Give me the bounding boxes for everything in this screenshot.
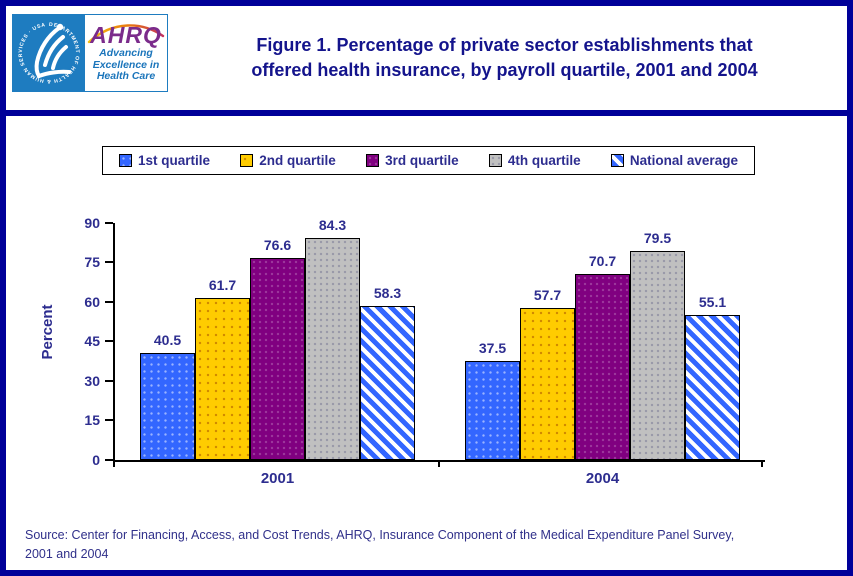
y-tick-60 — [105, 301, 113, 303]
legend-label: 2nd quartile — [259, 153, 336, 168]
y-tick-90 — [105, 222, 113, 224]
legend-swatch-4th-quartile — [488, 154, 502, 167]
legend-label: National average — [629, 153, 738, 168]
y-tick-label-15: 15 — [84, 412, 100, 428]
y-tick-45 — [105, 340, 113, 342]
category-label-2004: 2004 — [585, 470, 620, 487]
figure-title-line2: offered health insurance, by payroll qua… — [251, 60, 758, 80]
value-label-2nd-quartile-2004: 57.7 — [533, 287, 562, 303]
x-tick-0 — [113, 460, 115, 467]
legend-swatch-3rd-quartile — [366, 154, 380, 167]
value-label-1st-quartile-2001: 40.5 — [153, 332, 182, 348]
y-tick-0 — [105, 459, 113, 461]
value-label-3rd-quartile-2001: 76.6 — [263, 237, 292, 253]
bar-4th-quartile-2001 — [305, 238, 360, 460]
y-tick-label-75: 75 — [84, 254, 100, 270]
legend-item-4th-quartile: 4th quartile — [488, 153, 581, 168]
value-label-national-average-2001: 58.3 — [373, 285, 402, 301]
header-divider — [6, 110, 847, 116]
ahrq-swoosh-icon — [87, 24, 165, 44]
value-label-4th-quartile-2001: 84.3 — [318, 217, 347, 233]
value-label-2nd-quartile-2001: 61.7 — [208, 277, 237, 293]
ahrq-tagline: Advancing Excellence in Health Care — [92, 47, 160, 82]
legend-swatch-1st-quartile — [119, 154, 132, 167]
bar-national-average-2004 — [685, 315, 740, 460]
bar-4th-quartile-2004 — [630, 251, 685, 460]
bar-3rd-quartile-2001 — [250, 258, 305, 460]
bar-1st-quartile-2001 — [140, 353, 195, 460]
bar-2nd-quartile-2001 — [195, 298, 250, 460]
source-note: Source: Center for Financing, Access, an… — [25, 528, 735, 561]
legend-swatch-2nd-quartile — [240, 154, 254, 167]
y-tick-label-30: 30 — [84, 373, 100, 389]
figure-title-line1: Figure 1. Percentage of private sector e… — [256, 35, 753, 55]
bar-2nd-quartile-2004 — [520, 308, 575, 460]
y-tick-label-0: 0 — [92, 452, 100, 468]
category-label-2001: 2001 — [260, 470, 295, 487]
legend-label: 4th quartile — [507, 153, 581, 168]
legend-swatch-national-average — [610, 154, 624, 167]
x-tick-1 — [438, 460, 440, 467]
x-tick-2 — [761, 460, 763, 467]
y-tick-30 — [105, 380, 113, 382]
bar-1st-quartile-2004 — [465, 361, 520, 460]
ahrq-acronym: AHRQ — [90, 22, 162, 48]
legend-item-2nd-quartile: 2nd quartile — [240, 153, 336, 168]
y-tick-label-90: 90 — [84, 215, 100, 231]
value-label-3rd-quartile-2004: 70.7 — [588, 253, 617, 269]
y-tick-label-45: 45 — [84, 333, 100, 349]
eagle-icon — [34, 26, 71, 78]
legend-item-3rd-quartile: 3rd quartile — [366, 153, 459, 168]
bar-3rd-quartile-2004 — [575, 274, 630, 460]
value-label-4th-quartile-2004: 79.5 — [643, 230, 672, 246]
y-tick-label-60: 60 — [84, 294, 100, 310]
y-axis-label: Percent — [39, 304, 56, 360]
legend-item-national-average: National average — [610, 153, 738, 168]
agency-logo: DEPARTMENT OF HEALTH & HUMAN SERVICES · … — [12, 14, 168, 92]
y-tick-75 — [105, 261, 113, 263]
plot-area: 40.5 37.5 61.7 57.7 76.6 70.7 84.3 79.5 58.3 55.1 — [113, 217, 765, 467]
legend-label: 3rd quartile — [385, 153, 459, 168]
value-label-national-average-2004: 55.1 — [698, 294, 727, 310]
hhs-seal-icon: DEPARTMENT OF HEALTH & HUMAN SERVICES · … — [13, 15, 85, 91]
y-tick-15 — [105, 419, 113, 421]
ahrq-logo: AHRQ Advancing Excellence in Health Care — [85, 15, 167, 91]
bar-national-average-2001 — [360, 306, 415, 460]
chart-legend: 1st quartile 2nd quartile 3rd quartile 4th … — [102, 146, 755, 175]
legend-label: 1st quartile — [138, 153, 211, 168]
figure-title: Figure 1. Percentage of private sector e… — [176, 33, 833, 83]
value-label-1st-quartile-2004: 37.5 — [478, 340, 507, 356]
legend-item-1st-quartile: 1st quartile — [119, 153, 210, 168]
